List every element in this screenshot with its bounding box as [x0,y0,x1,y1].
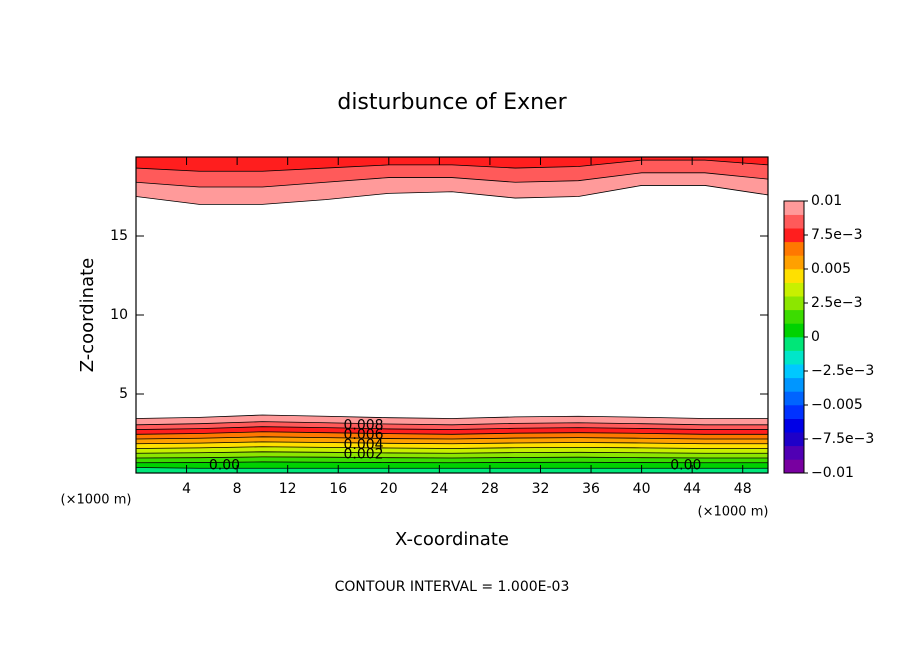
contour-line [136,441,768,445]
x-tick-label: 8 [233,481,242,497]
contour-line [136,185,768,205]
contour-line [136,431,768,435]
contour-line [136,436,768,440]
colorbar-label: 2.5e−3 [811,295,863,311]
colorbar-swatch [784,364,804,379]
colorbar-swatch [784,391,804,406]
x-tick-label: 44 [683,481,701,497]
contour-line [136,456,768,459]
contour-line [136,446,768,449]
x-unit: (×1000 m) [698,505,769,520]
contour-band [136,431,768,440]
x-tick-label: 48 [734,481,752,497]
contour-band [136,172,768,205]
colorbar-label: −7.5e−3 [811,431,874,447]
x-tick-label: 28 [481,481,499,497]
colorbar-label: 7.5e−3 [811,227,863,243]
colorbar-swatch [784,201,804,215]
contour-band [136,451,768,458]
y-tick-label: 15 [110,228,128,244]
colorbar-swatch [784,282,804,297]
contour-line [136,461,768,464]
colorbar-label: −2.5e−3 [811,363,874,379]
colorbar-swatch [784,445,804,460]
colorbar-swatch [784,269,804,283]
contour-label: 0.004 [343,437,383,453]
chart-title: disturbunce of Exner [337,90,567,115]
colorbar-swatch [784,255,804,270]
contour-band [136,461,768,469]
x-tick-label: 12 [279,481,297,497]
colorbar-swatch [784,309,804,324]
colorbar-swatch [784,459,804,474]
colorbar-label: −0.01 [811,465,854,481]
x-tick-label: 4 [182,481,191,497]
x-tick-label: 32 [532,481,550,497]
y-tick-label: 5 [119,386,128,402]
y-tick-label: 10 [110,307,128,323]
colorbar-swatch [784,337,804,351]
contour-band [136,467,768,473]
x-unit: (×1000 m) [61,493,132,508]
colorbar-swatch [784,405,804,419]
y-axis-title: Z-coordinate [77,258,98,373]
colorbar-swatch [784,228,804,243]
x-tick-label: 24 [430,481,448,497]
colorbar-label: 0 [811,329,820,345]
colorbar-swatch [784,214,804,229]
plot-area [136,157,768,473]
colorbar-swatch [784,350,804,365]
colorbar-label: 0.005 [811,261,851,277]
colorbar-swatch [784,432,804,447]
contour-band [136,456,768,463]
contour-line [136,426,768,430]
x-tick-label: 20 [380,481,398,497]
contour-band [136,157,768,172]
contour-label: 0.00 [209,457,240,473]
x-tick-label: 16 [329,481,347,497]
contour-band [136,160,768,188]
contour-band [136,426,768,435]
colorbar-label: 0.01 [811,193,842,209]
contour-line [136,414,768,419]
contour-label: 0.00 [670,457,701,473]
contour-band [136,415,768,425]
contour-line [136,159,768,172]
contour-band [136,446,768,454]
contour-line [136,421,768,426]
contour-note: CONTOUR INTERVAL = 1.000E-03 [335,579,570,595]
colorbar-swatch [784,377,804,392]
x-tick-label: 36 [582,481,600,497]
contour-label: 0.002 [343,446,383,462]
colorbar-label: −0.005 [811,397,863,413]
contour-line [136,451,768,454]
contour-label: 0.008 [343,417,383,433]
colorbar-swatch [784,296,804,311]
contour-line [136,467,768,469]
x-axis-title: X-coordinate [395,529,509,550]
contour-line [136,172,768,188]
colorbar-swatch [784,241,804,256]
colorbar-swatch [784,323,804,338]
x-tick-label: 40 [633,481,651,497]
contour-label: 0.006 [343,427,383,443]
colorbar-swatch [784,418,804,433]
